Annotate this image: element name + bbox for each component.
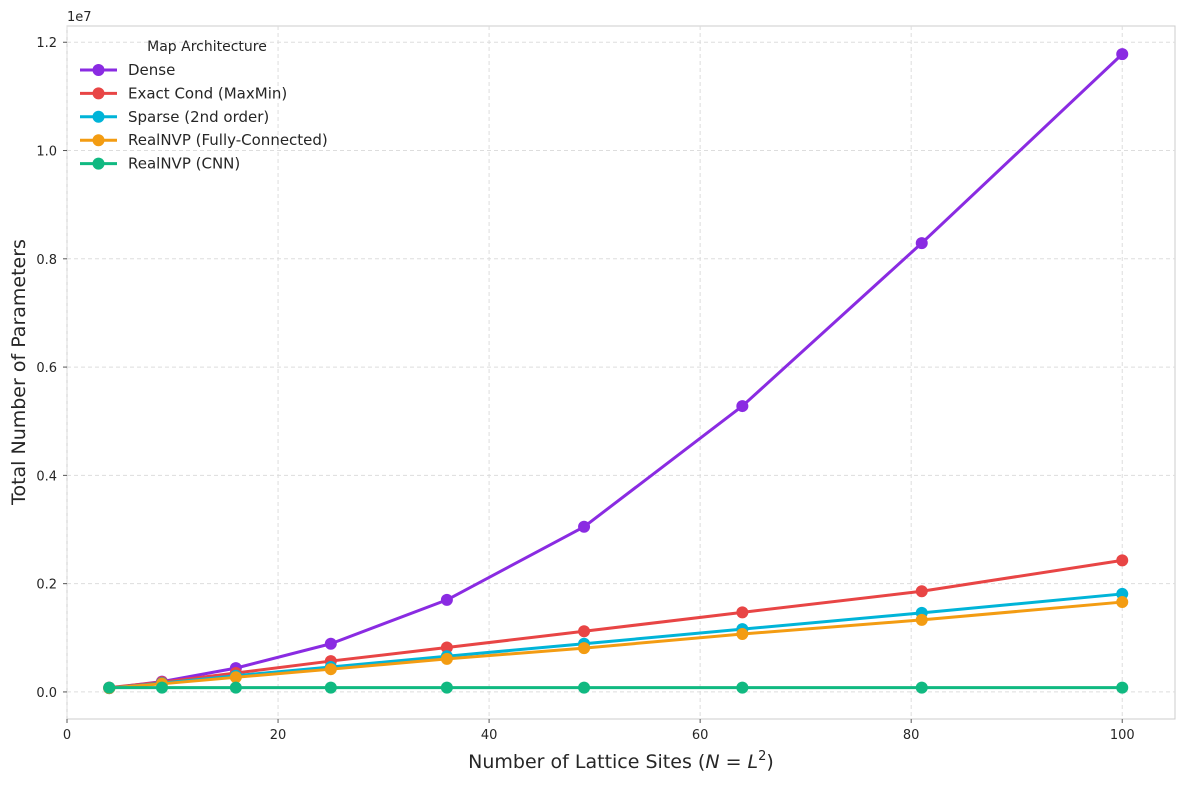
- data-point: [578, 642, 591, 655]
- data-point: [229, 671, 242, 684]
- grid: [66, 26, 1175, 719]
- legend-item: RealNVP (Fully-Connected): [80, 131, 328, 149]
- plot-area: [66, 25, 1176, 720]
- data-point: [440, 681, 453, 694]
- y-axis-ticks: 0.0 0.2 0.4 0.6 0.8 1.0 1.2: [36, 36, 67, 701]
- legend: Map Architecture Dense Exact Cond (MaxMin…: [80, 39, 328, 173]
- data-point: [915, 681, 928, 694]
- data-point: [736, 627, 749, 640]
- x-axis-ticks: 0 20 40 60 80 100: [63, 719, 1135, 743]
- data-point: [915, 237, 928, 250]
- legend-label: Sparse (2nd order): [128, 108, 269, 126]
- x-tick-label: 20: [270, 728, 287, 743]
- data-point: [578, 520, 591, 533]
- legend-label: RealNVP (Fully-Connected): [128, 131, 328, 149]
- series-layer: [103, 48, 1129, 695]
- y-tick-label: 0.4: [36, 469, 57, 484]
- legend-marker: [92, 64, 105, 76]
- x-tick-label: 80: [903, 728, 920, 743]
- y-tick-label: 1.2: [36, 36, 57, 51]
- x-tick-label: 100: [1110, 728, 1135, 743]
- y-tick-label: 0.2: [36, 578, 57, 593]
- y-scale-label: 1e7: [67, 10, 92, 25]
- legend-item: Sparse (2nd order): [80, 108, 269, 126]
- data-point: [324, 681, 337, 694]
- data-point: [1116, 554, 1129, 567]
- data-point: [915, 613, 928, 626]
- x-tick-label: 40: [481, 728, 498, 743]
- legend-marker: [92, 87, 105, 100]
- legend-label: Dense: [128, 61, 175, 79]
- data-point: [736, 606, 749, 619]
- y-axis-label: Total Number of Parameters: [8, 239, 30, 506]
- y-tick-label: 0.0: [36, 686, 57, 701]
- data-point: [229, 681, 242, 694]
- legend-item: Dense: [80, 61, 175, 79]
- legend-marker: [92, 157, 105, 170]
- legend-marker: [92, 134, 105, 147]
- legend-title: Map Architecture: [147, 39, 267, 55]
- legend-label: RealNVP (CNN): [128, 155, 240, 173]
- data-point: [736, 400, 749, 413]
- data-point: [1116, 48, 1129, 61]
- legend-item: RealNVP (CNN): [80, 155, 240, 173]
- series-realnvp-cnn: [103, 681, 1129, 694]
- data-point: [736, 681, 749, 694]
- data-point: [1116, 596, 1129, 609]
- data-point: [440, 652, 453, 665]
- data-point: [155, 681, 168, 694]
- legend-item: Exact Cond (MaxMin): [80, 84, 287, 102]
- data-point: [578, 625, 591, 638]
- data-point: [578, 681, 591, 694]
- x-tick-label: 0: [63, 728, 71, 743]
- data-point: [915, 585, 928, 598]
- data-point: [324, 637, 337, 650]
- x-tick-label: 60: [692, 728, 709, 743]
- y-tick-label: 1.0: [36, 145, 57, 160]
- legend-label: Exact Cond (MaxMin): [128, 84, 287, 102]
- data-point: [324, 663, 337, 676]
- data-point: [103, 681, 116, 694]
- data-point: [440, 593, 453, 606]
- data-point: [440, 641, 453, 654]
- legend-marker: [92, 110, 105, 123]
- x-axis-label: Number of Lattice Sites (N = L2): [468, 749, 774, 773]
- y-tick-label: 0.6: [36, 361, 57, 376]
- y-tick-label: 0.8: [36, 253, 57, 268]
- data-point: [1116, 681, 1129, 694]
